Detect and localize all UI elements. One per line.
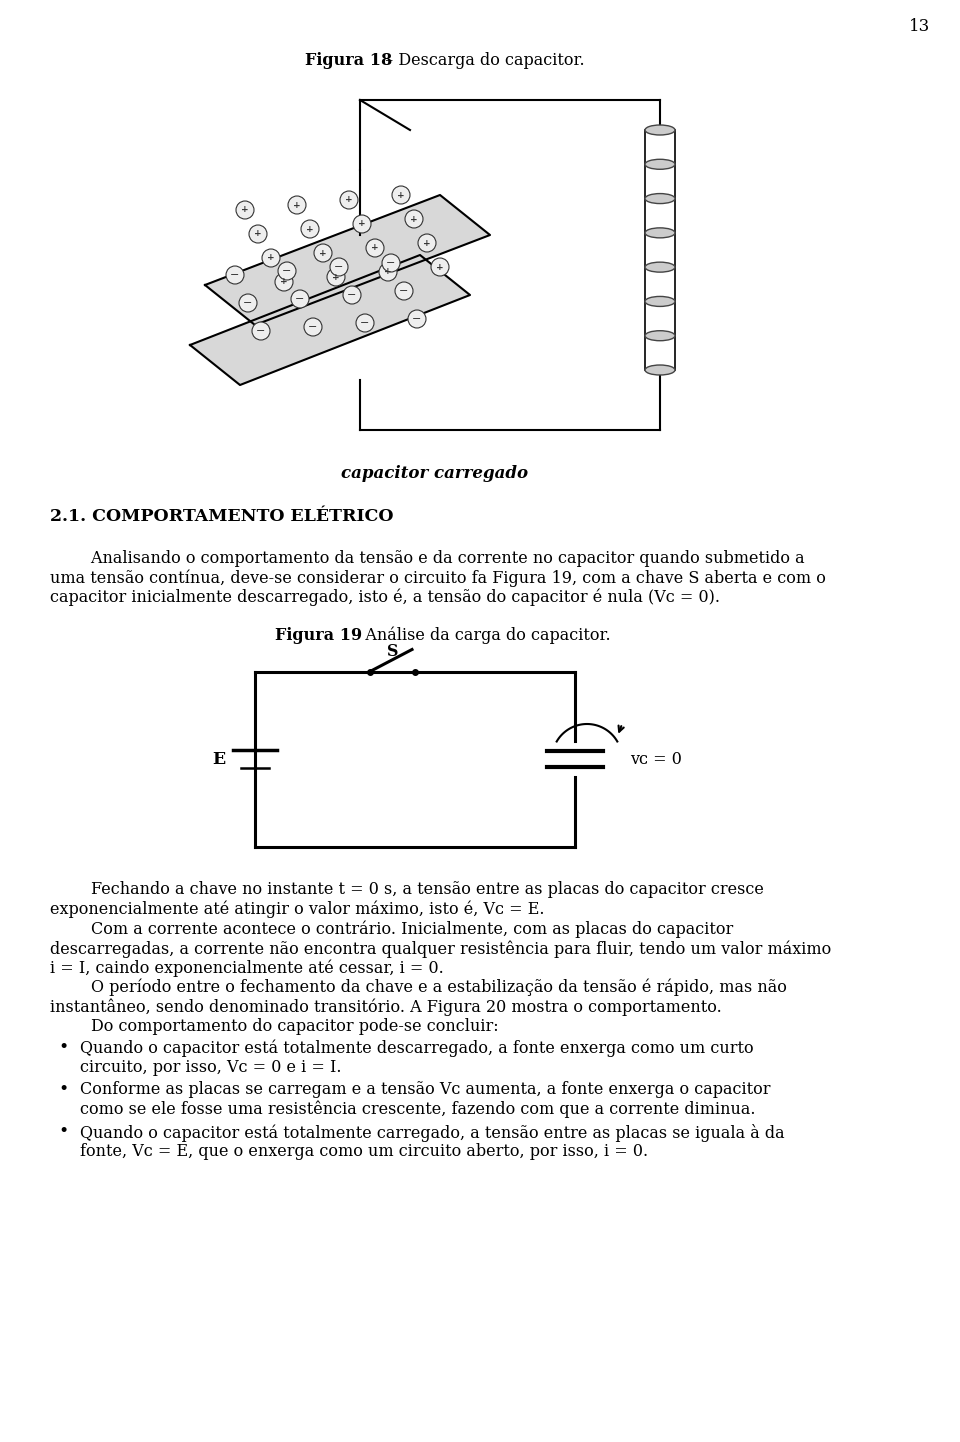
- Text: −: −: [360, 319, 370, 327]
- Text: −: −: [256, 326, 266, 336]
- Text: capacitor carregado: capacitor carregado: [342, 464, 529, 482]
- Text: +: +: [332, 273, 340, 281]
- Text: uma tensão contínua, deve-se considerar o circuito fa Figura 19, com a chave S a: uma tensão contínua, deve-se considerar …: [50, 570, 826, 587]
- Circle shape: [343, 286, 361, 304]
- Text: +: +: [319, 248, 326, 258]
- Text: instantâneo, sendo denominado transitório. A Figura 20 mostra o comportamento.: instantâneo, sendo denominado transitóri…: [50, 998, 722, 1017]
- Text: +: +: [280, 277, 288, 287]
- Text: 13: 13: [909, 17, 930, 35]
- Text: fonte, Vᴄ = E, que o enxerga como um circuito aberto, por isso, i = 0.: fonte, Vᴄ = E, que o enxerga como um cir…: [80, 1144, 648, 1159]
- Circle shape: [382, 254, 400, 273]
- Text: +: +: [436, 262, 444, 271]
- Circle shape: [278, 262, 296, 280]
- Circle shape: [291, 290, 309, 309]
- Circle shape: [288, 196, 306, 213]
- Polygon shape: [190, 255, 470, 385]
- Text: −: −: [412, 314, 421, 324]
- Text: – Descarga do capacitor.: – Descarga do capacitor.: [380, 52, 585, 69]
- Text: O período entre o fechamento da chave e a estabilização da tensão é rápido, mas : O período entre o fechamento da chave e …: [50, 979, 787, 996]
- Text: descarregadas, a corrente não encontra qualquer resistência para fluir, tendo um: descarregadas, a corrente não encontra q…: [50, 940, 831, 957]
- Text: como se ele fosse uma resistência crescente, fazendo com que a corrente diminua.: como se ele fosse uma resistência cresce…: [80, 1102, 756, 1119]
- Circle shape: [236, 200, 254, 219]
- Text: +: +: [384, 268, 392, 277]
- Text: Fechando a chave no instante t = 0 s, a tensão entre as placas do capacitor cres: Fechando a chave no instante t = 0 s, a …: [50, 881, 764, 898]
- Circle shape: [314, 244, 332, 262]
- Circle shape: [301, 221, 319, 238]
- Circle shape: [226, 265, 244, 284]
- Ellipse shape: [645, 330, 675, 340]
- Text: Figura 19: Figura 19: [275, 626, 362, 643]
- Text: −: −: [399, 286, 409, 296]
- Text: exponencialmente até atingir o valor máximo, isto é, Vᴄ = E.: exponencialmente até atingir o valor máx…: [50, 901, 544, 919]
- Text: +: +: [306, 225, 314, 234]
- Circle shape: [239, 294, 257, 311]
- Text: vᴄ = 0: vᴄ = 0: [630, 750, 682, 767]
- Ellipse shape: [645, 297, 675, 307]
- Circle shape: [330, 258, 348, 275]
- Ellipse shape: [645, 262, 675, 273]
- Text: +: +: [346, 196, 353, 205]
- Circle shape: [340, 190, 358, 209]
- Ellipse shape: [645, 125, 675, 136]
- Circle shape: [379, 262, 397, 281]
- Ellipse shape: [645, 193, 675, 203]
- Text: capacitor inicialmente descarregado, isto é, a tensão do capacitor é nula (Vᴄ = : capacitor inicialmente descarregado, ist…: [50, 588, 720, 607]
- Text: −: −: [334, 262, 344, 273]
- Text: Do comportamento do capacitor pode-se concluir:: Do comportamento do capacitor pode-se co…: [50, 1018, 498, 1035]
- Text: +: +: [267, 254, 275, 262]
- Circle shape: [405, 211, 423, 228]
- Text: −: −: [296, 294, 304, 304]
- Ellipse shape: [645, 228, 675, 238]
- Circle shape: [392, 186, 410, 203]
- Text: 2.1. COMPORTAMENTO ELÉTRICO: 2.1. COMPORTAMENTO ELÉTRICO: [50, 508, 394, 525]
- Text: +: +: [397, 190, 405, 199]
- Circle shape: [366, 239, 384, 257]
- Circle shape: [395, 283, 413, 300]
- Text: •: •: [58, 1040, 68, 1057]
- Circle shape: [275, 273, 293, 291]
- Circle shape: [262, 249, 280, 267]
- Circle shape: [408, 310, 426, 327]
- Text: i = I, caindo exponencialmente até cessar, i = 0.: i = I, caindo exponencialmente até cessa…: [50, 959, 444, 978]
- Text: – Análise da carga do capacitor.: – Análise da carga do capacitor.: [347, 626, 611, 645]
- Circle shape: [418, 234, 436, 252]
- Text: +: +: [410, 215, 418, 224]
- Text: Com a corrente acontece o contrário. Inicialmente, com as placas do capacitor: Com a corrente acontece o contrário. Ini…: [50, 920, 733, 937]
- Text: +: +: [254, 229, 262, 238]
- Ellipse shape: [645, 365, 675, 375]
- Text: •: •: [58, 1082, 68, 1099]
- Text: +: +: [358, 219, 366, 228]
- Text: E: E: [212, 750, 225, 767]
- Text: circuito, por isso, Vᴄ = 0 e i = I.: circuito, por isso, Vᴄ = 0 e i = I.: [80, 1058, 342, 1076]
- Text: +: +: [372, 244, 379, 252]
- Polygon shape: [205, 195, 490, 324]
- Text: Quando o capacitor está totalmente carregado, a tensão entre as placas se iguala: Quando o capacitor está totalmente carre…: [80, 1123, 784, 1142]
- Text: S: S: [387, 643, 398, 660]
- Text: −: −: [243, 298, 252, 309]
- Text: −: −: [230, 270, 240, 280]
- Circle shape: [249, 225, 267, 244]
- Text: +: +: [241, 206, 249, 215]
- Text: Conforme as placas se carregam e a tensão Vᴄ aumenta, a fonte enxerga o capacito: Conforme as placas se carregam e a tensã…: [80, 1082, 771, 1099]
- Circle shape: [327, 268, 345, 286]
- Ellipse shape: [645, 159, 675, 169]
- Circle shape: [353, 215, 371, 234]
- Circle shape: [431, 258, 449, 275]
- Text: +: +: [293, 200, 300, 209]
- Text: Analisando o comportamento da tensão e da corrente no capacitor quando submetido: Analisando o comportamento da tensão e d…: [50, 549, 804, 567]
- Circle shape: [304, 319, 322, 336]
- Text: −: −: [308, 322, 318, 332]
- Circle shape: [356, 314, 374, 332]
- Text: Figura 18: Figura 18: [305, 52, 393, 69]
- Text: −: −: [386, 258, 396, 268]
- Circle shape: [252, 322, 270, 340]
- Text: −: −: [282, 265, 292, 275]
- Text: Quando o capacitor está totalmente descarregado, a fonte enxerga como um curto: Quando o capacitor está totalmente desca…: [80, 1040, 754, 1057]
- Text: •: •: [58, 1123, 68, 1141]
- Text: +: +: [423, 238, 431, 248]
- Text: −: −: [348, 290, 357, 300]
